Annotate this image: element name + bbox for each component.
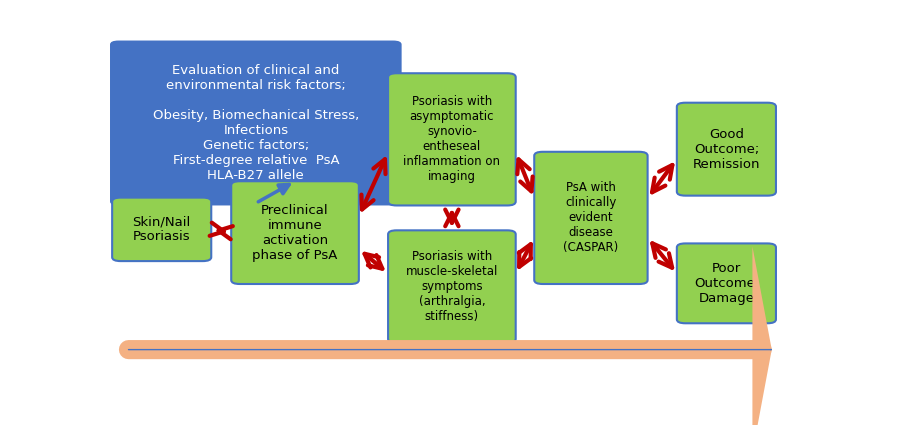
Text: Psoriasis with
asymptomatic
synovio-
entheseal
inflammation on
imaging: Psoriasis with asymptomatic synovio- ent…: [403, 95, 500, 183]
FancyBboxPatch shape: [676, 244, 775, 323]
Text: Poor
Outcome;
Damage: Poor Outcome; Damage: [693, 262, 758, 305]
FancyBboxPatch shape: [112, 198, 211, 261]
Text: Good
Outcome;
Remission: Good Outcome; Remission: [692, 128, 759, 171]
Text: Psoriasis with
muscle-skeletal
symptoms
(arthralgia,
stiffness): Psoriasis with muscle-skeletal symptoms …: [405, 250, 497, 323]
FancyBboxPatch shape: [110, 40, 402, 205]
Text: Preclinical
immune
activation
phase of PsA: Preclinical immune activation phase of P…: [252, 204, 337, 262]
Text: PsA with
clinically
evident
disease
(CASPAR): PsA with clinically evident disease (CAS…: [562, 181, 618, 255]
Text: Skin/Nail
Psoriasis: Skin/Nail Psoriasis: [132, 215, 190, 244]
FancyBboxPatch shape: [534, 152, 647, 284]
Text: Evaluation of clinical and
environmental risk factors;

Obesity, Biomechanical S: Evaluation of clinical and environmental…: [153, 64, 358, 182]
FancyBboxPatch shape: [676, 103, 775, 196]
FancyBboxPatch shape: [231, 181, 358, 284]
FancyBboxPatch shape: [388, 73, 516, 205]
FancyBboxPatch shape: [388, 230, 516, 343]
